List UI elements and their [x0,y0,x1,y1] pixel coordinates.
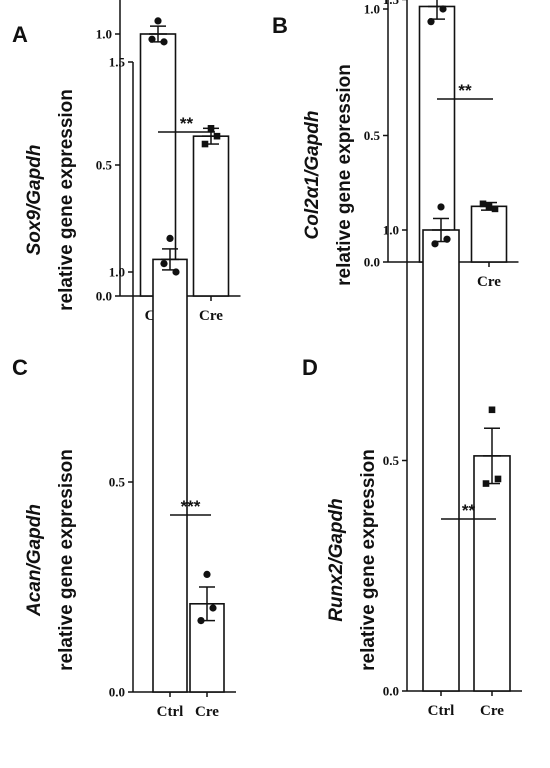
panel-letter: B [272,13,288,38]
data-point [154,17,162,25]
data-point [439,5,447,13]
data-point [488,406,496,414]
data-point [427,18,435,26]
y-tick-label: 1.5 [109,55,126,70]
y-tick-label: 1.0 [383,223,399,238]
bar-cre [473,455,511,692]
y-tick-label: 1.5 [383,0,400,7]
data-point [482,480,490,487]
data-point [207,125,215,132]
y-tick-label: 0.5 [109,475,126,490]
category-label: Cre [199,308,223,324]
category-label: Cre [477,274,501,290]
data-point [197,617,205,625]
y-axis-label-gene: Sox9/Gapdh [24,145,45,256]
y-axis-label: relative gene expression [56,89,77,311]
bar-cre [192,135,230,297]
category-label: Cre [195,704,219,720]
data-point [443,235,451,243]
category-label: Ctrl [428,703,455,719]
panel-letter: C [12,355,28,380]
y-tick-label: 0.0 [109,685,125,700]
data-point [485,203,493,210]
y-axis-label: relative gene expression [358,449,379,671]
category-label: Ctrl [157,704,184,720]
data-point [203,570,211,579]
significance-label: ** [462,501,476,520]
significance-label: *** [181,497,201,516]
y-tick-label: 0.5 [364,128,381,143]
data-point [172,268,180,276]
data-point [148,35,156,43]
y-axis-label-gene: Runx2/Gapdh [326,498,347,622]
y-axis-label: relative gene expresison [56,449,77,671]
y-tick-label: 0.0 [383,684,399,699]
significance-label: ** [458,81,472,100]
data-point [160,38,168,46]
panel-d: D Runx2/Gapdh relative gene expression 0.0 0… [302,0,522,719]
data-point [479,200,487,208]
panel-c: C Acan/Gapdh relative gene expresison 0.0 0.… [12,55,236,720]
data-point [201,140,209,148]
panel-letter: A [12,22,28,47]
bar-cre [470,205,508,263]
y-tick-label: 0.0 [96,289,112,304]
y-tick-label: 0.5 [96,158,113,173]
data-point [491,205,499,213]
bar-ctrl [422,229,460,692]
bar-ctrl [418,5,456,263]
y-axis-label-gene: Col2α1/Gapdh [302,111,323,240]
data-point [166,234,174,242]
data-point [160,260,168,268]
y-tick-label: 0.0 [364,255,380,270]
panel-a: A Sox9/Gapdh relative gene expression 0.0 0.… [12,0,241,324]
category-label: Cre [480,703,504,719]
y-axis-label: relative gene expression [334,64,355,286]
y-axis-label-gene: Acan/Gapdh [24,504,45,617]
data-point [213,132,221,140]
panel-letter: D [302,355,318,380]
y-tick-label: 1.0 [364,2,380,17]
y-tick-label: 1.0 [96,27,112,42]
y-tick-label: 1.0 [109,265,125,280]
panel-b: B Col2α1/Gapdh relative gene expression 0.0… [272,0,519,290]
significance-label: ** [180,114,194,133]
data-point [494,475,502,483]
data-point [209,604,217,612]
data-point [437,203,445,211]
bar-ctrl [152,258,188,693]
y-tick-label: 0.5 [383,453,400,468]
data-point [431,240,439,248]
